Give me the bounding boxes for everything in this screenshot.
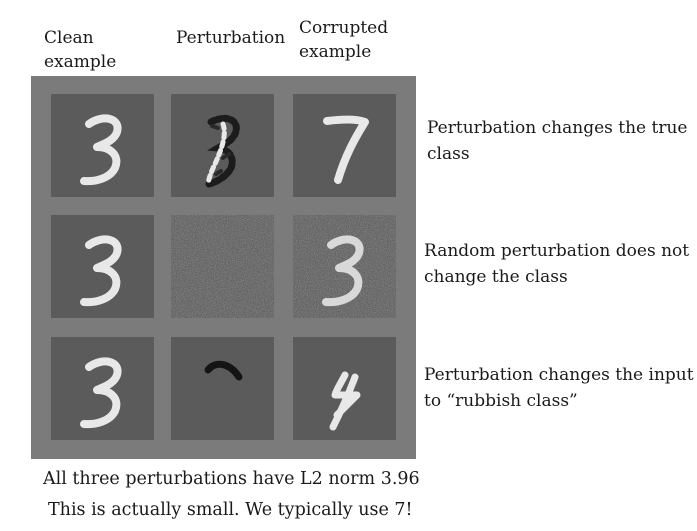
clean-image-row2 xyxy=(51,215,154,318)
header-clean-line2: example xyxy=(44,52,117,72)
clean-image-row1 xyxy=(51,94,154,197)
corrupted-image-row3 xyxy=(293,337,396,440)
perturbation-image-row1 xyxy=(171,94,274,197)
note-row3-line2: to “rubbish class” xyxy=(424,391,578,411)
clean-image-row3 xyxy=(51,337,154,440)
corrupted-image-row2 xyxy=(293,215,396,318)
note-row3-line1: Perturbation changes the input xyxy=(424,365,694,385)
header-corrupted-line2: example xyxy=(299,42,372,62)
header-perturbation: Perturbation xyxy=(176,26,285,50)
perturbation-image-row3 xyxy=(171,337,274,440)
note-row3: Perturbation changes the input to “rubbi… xyxy=(424,362,694,414)
note-row2: Random perturbation does not change the … xyxy=(424,238,689,290)
note-row1: Perturbation changes the true class xyxy=(427,115,687,167)
perturbation-image-row2 xyxy=(171,215,274,318)
header-clean-line1: Clean xyxy=(44,28,94,48)
caption-line1: All three perturbations have L2 norm 3.9… xyxy=(43,469,420,489)
note-row2-line2: change the class xyxy=(424,267,568,287)
caption-line2: This is actually small. We typically use… xyxy=(48,500,413,520)
note-row2-line1: Random perturbation does not xyxy=(424,241,690,261)
header-corrupted: Corrupted example xyxy=(299,16,388,64)
corrupted-image-row1 xyxy=(293,94,396,197)
note-row1-line1: Perturbation changes the true xyxy=(427,118,688,138)
header-perturbation-label: Perturbation xyxy=(176,28,286,48)
header-corrupted-line1: Corrupted xyxy=(299,18,389,38)
header-clean: Clean example xyxy=(44,26,116,74)
note-row1-line2: class xyxy=(427,144,470,164)
